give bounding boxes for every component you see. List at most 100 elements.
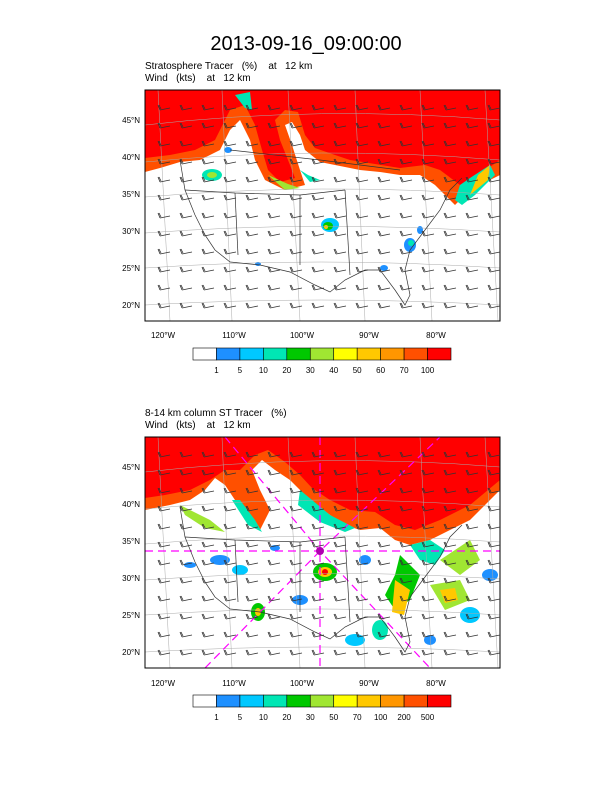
wind-barb (267, 194, 281, 201)
lat-label: 20°N (122, 301, 140, 310)
wind-barb (201, 577, 215, 584)
wind-barb (487, 451, 501, 458)
lon-label: 100°W (290, 331, 315, 340)
wind-barb (245, 140, 259, 147)
wind-barb (201, 284, 215, 291)
wind-barb (157, 302, 171, 309)
wind-barb (179, 248, 193, 255)
wind-barb (179, 505, 193, 512)
wind-barb (157, 559, 171, 566)
wind-barb (311, 487, 325, 494)
wind-barbs-2 (157, 451, 501, 656)
wind-barb (201, 212, 215, 219)
wind-barb (399, 284, 413, 291)
colorbar-2 (192, 694, 452, 708)
wind-barb (201, 302, 215, 309)
wind-barb (179, 122, 193, 129)
wind-barb (333, 451, 347, 458)
wind-barb (201, 487, 215, 494)
wind-barb (333, 230, 347, 237)
wind-barb (333, 523, 347, 530)
wind-barb (355, 595, 369, 602)
wind-barb (179, 577, 193, 584)
wind-barb (355, 104, 369, 111)
wind-barb (223, 194, 237, 201)
wind-barb (179, 595, 193, 602)
wind-barb (245, 230, 259, 237)
wind-barb (487, 559, 501, 566)
lat-label: 30°N (122, 227, 140, 236)
wind-barb (487, 523, 501, 530)
wind-barb (223, 541, 237, 548)
colorbar-label: 1 (214, 366, 219, 375)
wind-barb (289, 302, 303, 309)
wind-barb (377, 613, 391, 620)
wind-barb (179, 284, 193, 291)
colorbar-cell (216, 347, 241, 361)
wind-barb (311, 212, 325, 219)
wind-barb (311, 248, 325, 255)
wind-barb (377, 541, 391, 548)
colorbar-label: 10 (259, 713, 268, 722)
colorbar-2-labels: 1 5 10 20 30 50 70 100 200 500 (214, 713, 435, 722)
wind-barb (267, 284, 281, 291)
colorbar-label: 30 (306, 366, 315, 375)
wind-barb (289, 194, 303, 201)
wind-barb (333, 194, 347, 201)
panel2-title: 8-14 km column ST Tracer (%) Wind (kts) … (145, 408, 287, 431)
wind-barb (311, 505, 325, 512)
wind-barb (223, 631, 237, 638)
wind-barb (179, 266, 193, 273)
colorbar-cell (333, 694, 358, 708)
wind-barb (377, 158, 391, 165)
wind-barb (311, 122, 325, 129)
wind-barb (377, 212, 391, 219)
wind-barb (443, 122, 457, 129)
wind-barb (223, 284, 237, 291)
wind-barb (267, 487, 281, 494)
wind-barb (443, 487, 457, 494)
wind-barb (333, 248, 347, 255)
lat-label: 35°N (122, 190, 140, 199)
wind-barb (289, 541, 303, 548)
wind-barb (355, 469, 369, 476)
wind-barb (465, 631, 479, 638)
wind-barb (157, 487, 171, 494)
wind-barb (443, 523, 457, 530)
wind-barb (157, 613, 171, 620)
wind-barb (421, 451, 435, 458)
wind-barb (267, 140, 281, 147)
wind-barb (465, 230, 479, 237)
wind-barb (333, 487, 347, 494)
wind-barbs-1 (157, 104, 501, 309)
wind-barb (267, 451, 281, 458)
wind-barb (377, 140, 391, 147)
wind-barb (333, 559, 347, 566)
wind-barb (443, 194, 457, 201)
lat-label: 45°N (122, 116, 140, 125)
wind-barb (333, 266, 347, 273)
wind-barb (223, 230, 237, 237)
wind-barb (157, 266, 171, 273)
lon-label: 110°W (222, 679, 246, 688)
wind-barb (355, 284, 369, 291)
wind-barb (311, 158, 325, 165)
lon-label: 90°W (359, 679, 379, 688)
colorbar-cell (356, 694, 381, 708)
wind-barb (421, 104, 435, 111)
wind-barb (377, 451, 391, 458)
wind-barb (355, 559, 369, 566)
wind-barb (157, 194, 171, 201)
wind-barb (399, 451, 413, 458)
colorbar-cell (380, 347, 405, 361)
wind-barb (223, 613, 237, 620)
wind-barb (245, 505, 259, 512)
wind-barb (487, 469, 501, 476)
wind-barb (201, 140, 215, 147)
wind-barb (157, 469, 171, 476)
lat-label: 25°N (122, 611, 140, 620)
wind-barb (421, 158, 435, 165)
wind-barb (267, 469, 281, 476)
wind-barb (179, 212, 193, 219)
wind-barb (157, 176, 171, 183)
